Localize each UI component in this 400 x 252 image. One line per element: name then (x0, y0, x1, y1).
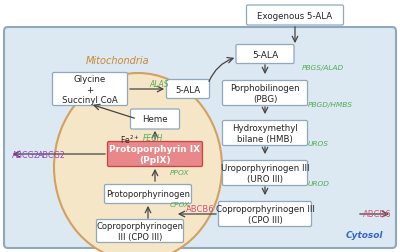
Text: Hydroxymethyl
bilane (HMB): Hydroxymethyl bilane (HMB) (232, 124, 298, 143)
FancyBboxPatch shape (222, 81, 308, 106)
FancyBboxPatch shape (52, 73, 128, 106)
Text: Fe$^{2+}$: Fe$^{2+}$ (120, 134, 140, 146)
FancyBboxPatch shape (166, 80, 210, 99)
Text: Glycine
+
Succinyl CoA: Glycine + Succinyl CoA (62, 75, 118, 105)
FancyBboxPatch shape (104, 185, 192, 204)
Text: 5-ALA: 5-ALA (176, 85, 200, 94)
Text: ABCG2: ABCG2 (38, 150, 66, 159)
FancyBboxPatch shape (108, 142, 202, 167)
Text: PPOX: PPOX (170, 169, 190, 175)
Text: UROD: UROD (308, 180, 330, 186)
Text: Mitochondria: Mitochondria (86, 56, 150, 66)
FancyBboxPatch shape (4, 28, 396, 248)
Text: PBGD/HMBS: PBGD/HMBS (308, 102, 353, 108)
Ellipse shape (54, 74, 222, 252)
Text: Protoporphyrin IX
(PpIX): Protoporphyrin IX (PpIX) (110, 145, 200, 164)
Text: PBGS/ALAD: PBGS/ALAD (302, 65, 344, 71)
Text: Coproporphyrinogen III
(CPO III): Coproporphyrinogen III (CPO III) (216, 204, 314, 224)
Text: Protoporphyrinogen: Protoporphyrinogen (106, 190, 190, 199)
FancyBboxPatch shape (218, 202, 312, 227)
Text: Uroporphyrinogen III
(URO III): Uroporphyrinogen III (URO III) (221, 164, 309, 183)
Text: Heme: Heme (142, 115, 168, 124)
FancyBboxPatch shape (246, 6, 344, 26)
FancyBboxPatch shape (222, 161, 308, 186)
Text: Porphobilinogen
(PBG): Porphobilinogen (PBG) (230, 84, 300, 103)
Text: ABCB6: ABCB6 (363, 210, 392, 219)
Text: Cytosol: Cytosol (346, 230, 383, 239)
Text: UROS: UROS (308, 140, 329, 146)
FancyBboxPatch shape (130, 110, 180, 130)
Text: FECH: FECH (143, 134, 163, 142)
FancyBboxPatch shape (222, 121, 308, 146)
Text: Coproporphyrinogen
III (CPO III): Coproporphyrinogen III (CPO III) (96, 222, 184, 241)
Text: Exogenous 5-ALA: Exogenous 5-ALA (258, 11, 332, 20)
Text: ABCG2: ABCG2 (12, 150, 40, 159)
Text: ALAS: ALAS (149, 79, 169, 88)
Text: ABCB6: ABCB6 (186, 205, 214, 214)
Text: CPOX: CPOX (170, 201, 190, 207)
FancyBboxPatch shape (236, 45, 294, 64)
Text: 5-ALA: 5-ALA (252, 50, 278, 59)
FancyBboxPatch shape (96, 220, 184, 242)
